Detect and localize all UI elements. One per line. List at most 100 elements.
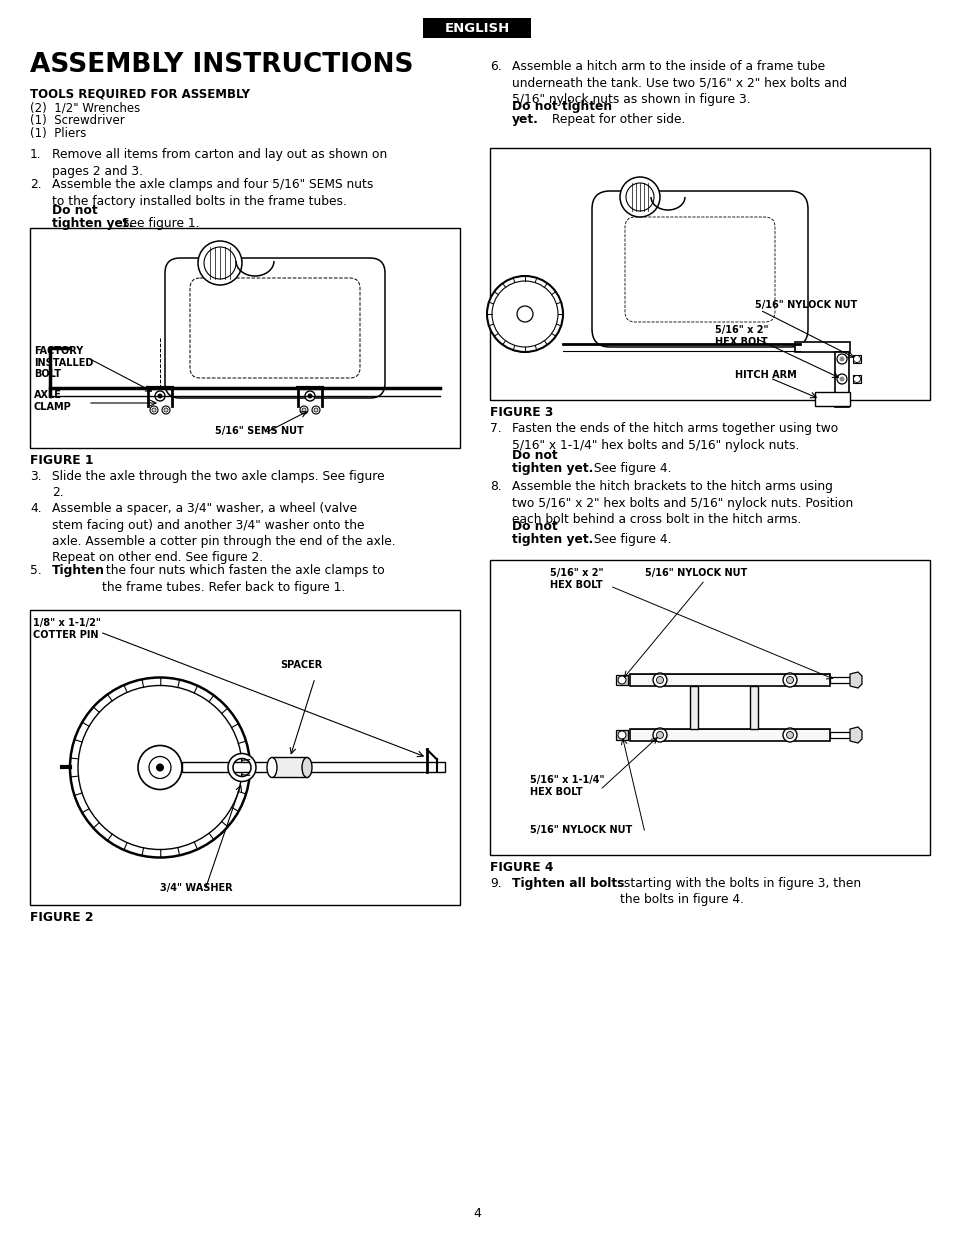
Text: ENGLISH: ENGLISH: [444, 21, 509, 35]
Text: FIGURE 3: FIGURE 3: [490, 406, 553, 419]
Text: tighten yet.: tighten yet.: [512, 534, 593, 546]
Text: Repeat for other side.: Repeat for other side.: [547, 112, 684, 126]
Text: Remove all items from carton and lay out as shown on
pages 2 and 3.: Remove all items from carton and lay out…: [52, 148, 387, 178]
Text: yet.: yet.: [512, 112, 538, 126]
Circle shape: [656, 731, 662, 739]
Circle shape: [656, 677, 662, 683]
Bar: [852, 375, 861, 383]
Text: FACTORY
INSTALLED
BOLT: FACTORY INSTALLED BOLT: [34, 346, 93, 379]
Circle shape: [198, 241, 242, 285]
Circle shape: [618, 676, 625, 684]
Text: Slide the axle through the two axle clamps. See figure
2.: Slide the axle through the two axle clam…: [52, 471, 384, 499]
Circle shape: [138, 746, 182, 789]
Text: ASSEMBLY INSTRUCTIONS: ASSEMBLY INSTRUCTIONS: [30, 52, 413, 78]
Bar: [272, 757, 307, 778]
Text: 2.: 2.: [30, 178, 42, 191]
Circle shape: [836, 374, 846, 384]
Circle shape: [853, 375, 860, 383]
Circle shape: [492, 282, 558, 347]
Text: Tighten: Tighten: [52, 564, 105, 577]
Text: tighten yet.: tighten yet.: [52, 217, 133, 230]
Text: 1/8" x 1-1/2"
COTTER PIN: 1/8" x 1-1/2" COTTER PIN: [33, 618, 101, 640]
Bar: [852, 354, 861, 363]
Text: 3/4" WASHER: 3/4" WASHER: [160, 883, 233, 893]
Text: 6.: 6.: [490, 61, 501, 73]
Text: See figure 4.: See figure 4.: [589, 534, 671, 546]
Bar: [749, 685, 758, 729]
Bar: [616, 730, 627, 740]
Text: (1)  Pliers: (1) Pliers: [30, 127, 87, 140]
Text: Fasten the ends of the hitch arms together using two
5/16" x 1-1/4" hex bolts an: Fasten the ends of the hitch arms togeth…: [512, 422, 838, 452]
Circle shape: [619, 177, 659, 217]
Bar: [814, 391, 849, 406]
Circle shape: [839, 377, 843, 382]
Bar: [629, 674, 829, 685]
Text: starting with the bolts in figure 3, then
the bolts in figure 4.: starting with the bolts in figure 3, the…: [619, 877, 861, 906]
FancyBboxPatch shape: [624, 217, 774, 322]
Circle shape: [652, 727, 666, 742]
Polygon shape: [849, 672, 862, 688]
Ellipse shape: [302, 757, 312, 778]
Circle shape: [149, 757, 171, 778]
Polygon shape: [849, 727, 862, 743]
Circle shape: [314, 408, 317, 412]
Text: 5/16" NYLOCK NUT: 5/16" NYLOCK NUT: [530, 825, 632, 835]
Text: 5/16" x 2"
HEX BOLT: 5/16" x 2" HEX BOLT: [714, 325, 768, 347]
Text: Tighten all bolts: Tighten all bolts: [512, 877, 623, 890]
Text: FIGURE 4: FIGURE 4: [490, 861, 553, 874]
Circle shape: [154, 391, 165, 401]
Circle shape: [782, 727, 796, 742]
Circle shape: [652, 673, 666, 687]
Text: Do not: Do not: [512, 520, 558, 534]
Circle shape: [836, 354, 846, 364]
Circle shape: [299, 406, 308, 414]
Circle shape: [204, 247, 235, 279]
Bar: [829, 732, 849, 739]
Text: AXLE
CLAMP: AXLE CLAMP: [34, 390, 71, 411]
Text: (1)  Screwdriver: (1) Screwdriver: [30, 114, 125, 127]
Circle shape: [839, 357, 843, 362]
Text: See figure 4.: See figure 4.: [589, 462, 671, 475]
Circle shape: [152, 408, 156, 412]
Text: Assemble a spacer, a 3/4" washer, a wheel (valve
stem facing out) and another 3/: Assemble a spacer, a 3/4" washer, a whee…: [52, 501, 395, 564]
Circle shape: [307, 394, 313, 399]
Bar: [30, 228, 459, 448]
Text: 5/16" x 1-1/4"
HEX BOLT: 5/16" x 1-1/4" HEX BOLT: [530, 776, 604, 797]
Bar: [616, 676, 627, 685]
Text: tighten yet.: tighten yet.: [512, 462, 593, 475]
Text: Assemble the hitch brackets to the hitch arms using
two 5/16" x 2" hex bolts and: Assemble the hitch brackets to the hitch…: [512, 480, 852, 526]
Bar: [30, 610, 459, 905]
Text: 4: 4: [473, 1207, 480, 1220]
Text: the four nuts which fasten the axle clamps to
the frame tubes. Refer back to fig: the four nuts which fasten the axle clam…: [102, 564, 384, 594]
Circle shape: [618, 731, 625, 739]
Bar: [794, 342, 849, 352]
FancyBboxPatch shape: [190, 278, 359, 378]
Bar: [834, 352, 848, 408]
Circle shape: [305, 391, 314, 401]
Bar: [829, 677, 849, 683]
Text: 5/16" NYLOCK NUT: 5/16" NYLOCK NUT: [754, 300, 857, 310]
Circle shape: [150, 406, 158, 414]
Circle shape: [78, 685, 242, 850]
Text: See figure 1.: See figure 1.: [118, 217, 199, 230]
Bar: [689, 685, 698, 729]
Text: HITCH ARM: HITCH ARM: [734, 370, 796, 380]
Text: 5/16" x 2"
HEX BOLT: 5/16" x 2" HEX BOLT: [550, 568, 603, 589]
Circle shape: [785, 677, 793, 683]
Text: 1.: 1.: [30, 148, 42, 161]
Circle shape: [156, 763, 164, 772]
Text: 3.: 3.: [30, 471, 42, 483]
Text: Do not tighten: Do not tighten: [512, 100, 612, 112]
Circle shape: [517, 306, 533, 322]
Bar: [182, 762, 444, 773]
Bar: [490, 148, 929, 400]
Text: 4.: 4.: [30, 501, 42, 515]
FancyBboxPatch shape: [592, 191, 807, 347]
Text: Do not: Do not: [52, 204, 97, 217]
Bar: [422, 19, 531, 38]
Text: Assemble the axle clamps and four 5/16" SEMS nuts
to the factory installed bolts: Assemble the axle clamps and four 5/16" …: [52, 178, 373, 207]
Text: Do not: Do not: [512, 450, 558, 462]
Text: SPACER: SPACER: [280, 659, 322, 671]
Circle shape: [70, 678, 250, 857]
Text: 9.: 9.: [490, 877, 501, 890]
